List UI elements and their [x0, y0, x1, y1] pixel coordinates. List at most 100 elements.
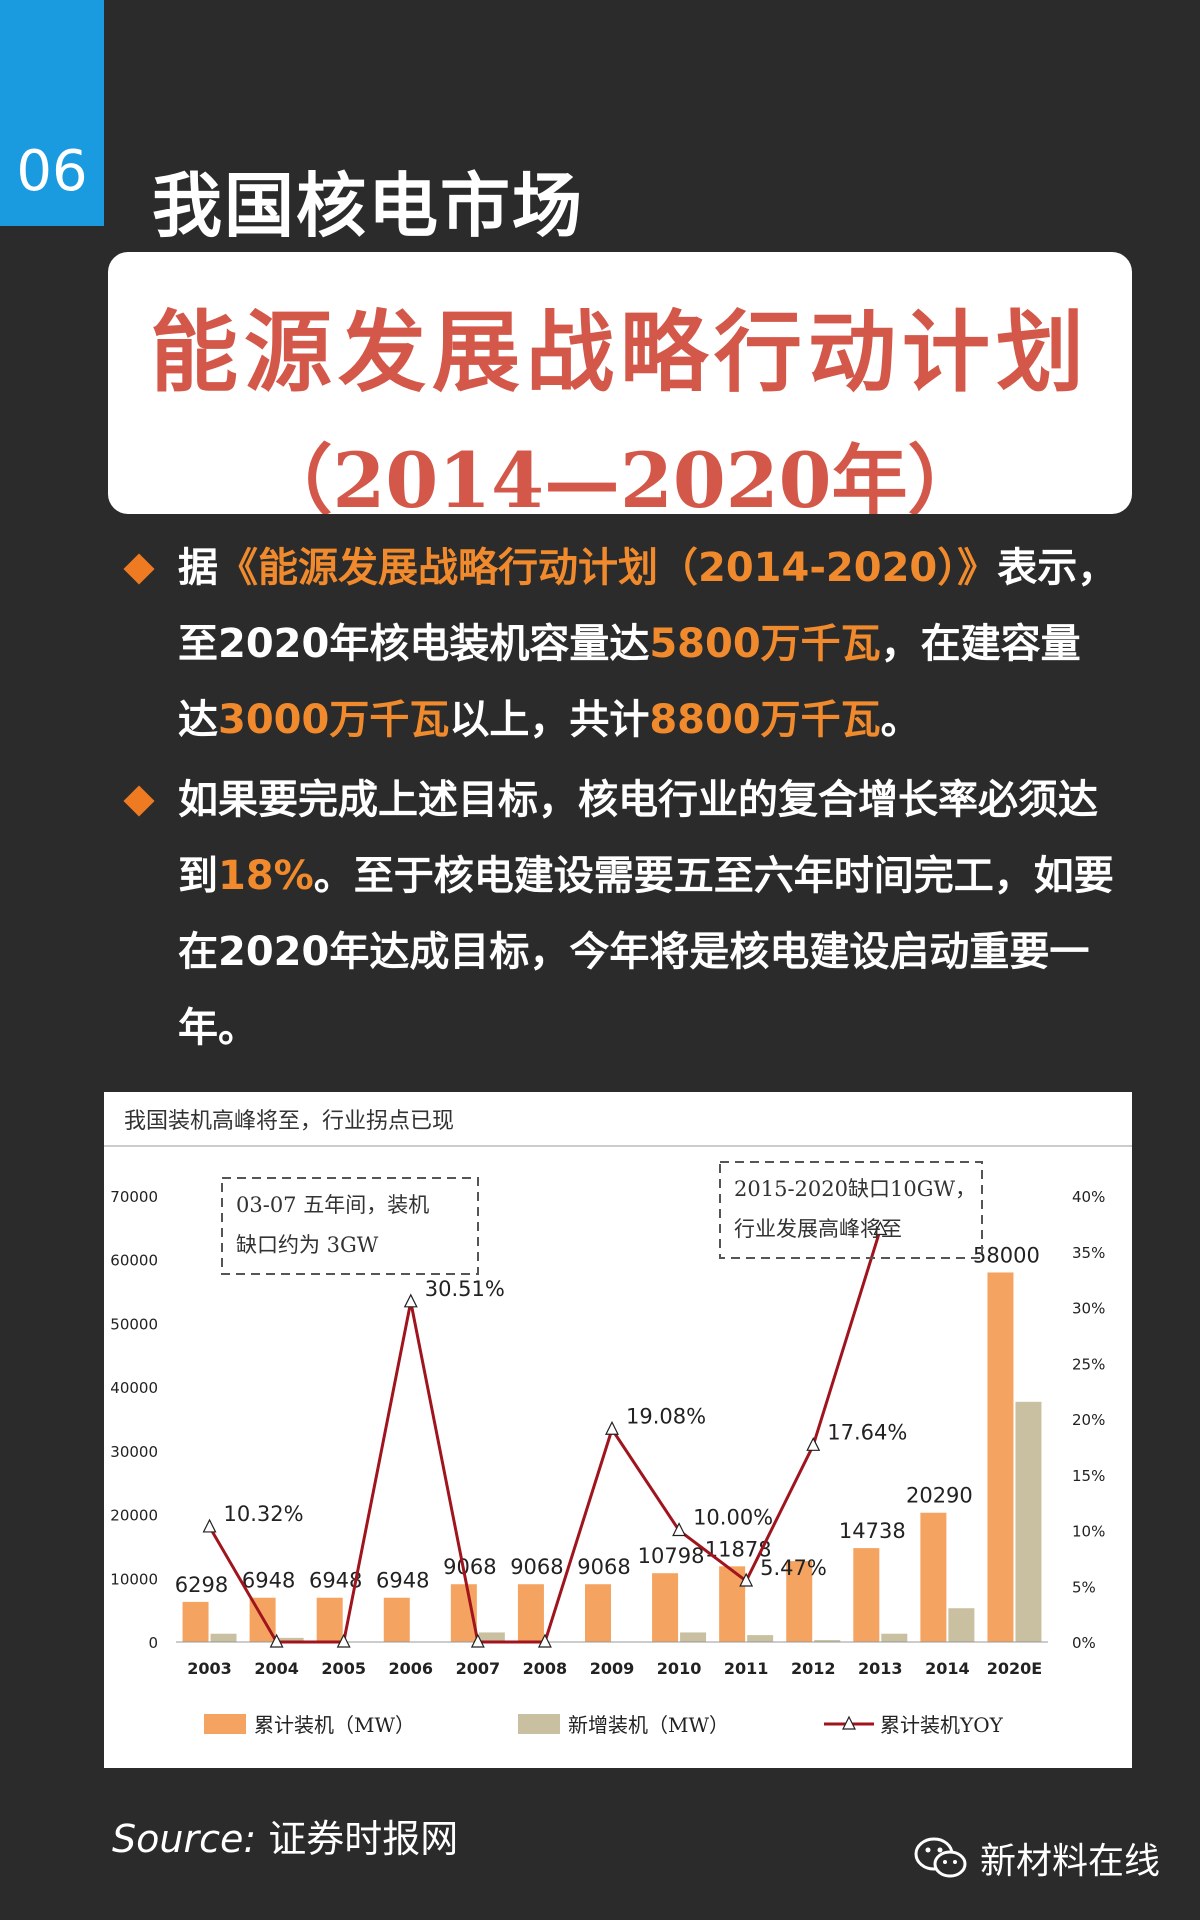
annotation-text: 03-07 五年间，装机 [236, 1193, 429, 1217]
annotation-box [719, 1161, 983, 1259]
brand-name: 新材料在线 [979, 1841, 1160, 1882]
bar-new [747, 1635, 774, 1642]
y-left-tick-label: 10000 [110, 1570, 158, 1588]
annotation-text: 2015-2020缺口10GW， [734, 1177, 976, 1201]
bar-cumulative [987, 1272, 1014, 1642]
legend-label-cumulative: 累计装机（MW） [254, 1713, 415, 1737]
x-tick-label: 2009 [590, 1659, 635, 1678]
annotation-text: 行业发展高峰将至 [734, 1217, 902, 1241]
highlight-text: 3000万千瓦 [218, 697, 450, 743]
bullet-segment: 据 [178, 545, 218, 591]
y-right-tick-label: 5% [1072, 1578, 1096, 1596]
bar-value-label: 6948 [242, 1569, 295, 1593]
y-left-tick-label: 20000 [110, 1507, 158, 1525]
bar-cumulative [652, 1573, 679, 1642]
bar-value-label: 58000 [973, 1243, 1040, 1267]
y-left-tick-label: 60000 [110, 1252, 158, 1270]
bullet-list: 据《能源发展战略行动计划（2014-2020）》表示，至2020年核电装机容量达… [120, 530, 1120, 1070]
yoy-value-label: 17.64% [827, 1420, 907, 1444]
bar-value-label: 9068 [510, 1555, 563, 1579]
yoy-value-label: 30.51% [425, 1277, 505, 1301]
bar-value-label: 9068 [577, 1555, 630, 1579]
bullet-segment: 如果要完成上述目标，核电行业的复合增长率必须达到 [178, 777, 1098, 899]
bar-cumulative [719, 1566, 746, 1642]
bar-value-label: 20290 [906, 1484, 973, 1508]
x-tick-label: 2006 [389, 1659, 434, 1678]
bullet-segment: 以上，共计 [449, 697, 650, 743]
legend-swatch-cumulative [204, 1714, 246, 1734]
source-line: Source: 证券时报网 [112, 1808, 458, 1863]
source-value: 证券时报网 [256, 1817, 459, 1861]
yoy-value-label: 19.08% [626, 1404, 706, 1428]
yoy-value-label: 10.32% [224, 1502, 304, 1526]
bar-value-label: 6298 [175, 1573, 228, 1597]
bar-cumulative [517, 1584, 544, 1642]
yoy-value-label: 10.00% [693, 1506, 773, 1530]
bar-cumulative [786, 1561, 813, 1642]
bar-value-label: 9068 [443, 1555, 496, 1579]
y-right-tick-label: 15% [1072, 1467, 1105, 1485]
bullet-segment: 表示，至2020年核电装机容量达 [178, 545, 1118, 667]
bar-cumulative [585, 1584, 611, 1642]
y-right-tick-label: 25% [1072, 1355, 1105, 1373]
x-tick-label: 2014 [925, 1659, 970, 1678]
bullet-segment: 。至于核电建设需要五至六年时间完工，如要在2020年达成目标，今年将是核电建设启… [178, 853, 1114, 1051]
legend-label-yoy: 累计装机YOY [880, 1713, 1004, 1737]
yoy-point [873, 1221, 888, 1236]
bar-value-label: 10798 [638, 1544, 705, 1568]
bar-value-label: 14738 [839, 1519, 906, 1543]
bullet-segment: 。 [880, 697, 921, 743]
source-label: Source: [112, 1817, 257, 1861]
chart-title: 我国装机高峰将至，行业拐点已现 [124, 1109, 454, 1134]
bar-cumulative [383, 1597, 410, 1642]
x-tick-label: 2013 [858, 1659, 903, 1678]
highlight-text: 18% [218, 853, 314, 899]
yoy-point [672, 1522, 687, 1537]
bar-cumulative [182, 1601, 209, 1642]
yoy-point [537, 1633, 552, 1648]
yoy-point [202, 1518, 217, 1533]
yoy-point [336, 1633, 351, 1648]
legend-swatch-new [518, 1714, 560, 1734]
y-right-tick-label: 0% [1072, 1634, 1096, 1652]
x-tick-label: 2008 [523, 1659, 568, 1678]
x-tick-label: 2020E [987, 1659, 1042, 1678]
bar-new [680, 1632, 707, 1642]
annotation-box [221, 1177, 479, 1275]
y-left-tick-label: 0 [148, 1634, 158, 1652]
chart-panel: 我国装机高峰将至，行业拐点已现 0 10000 20000 30000 40000 5000… [104, 1092, 1132, 1768]
section-number: 06 [16, 139, 88, 204]
highlight-text: 8800万千瓦 [649, 697, 881, 743]
legend-marker-yoy [842, 1715, 856, 1730]
annotation-text: 缺口约为 3GW [236, 1233, 379, 1257]
yoy-point [806, 1436, 821, 1451]
yoy-value-label: 5.47% [760, 1556, 827, 1580]
y-right-tick-label: 40% [1072, 1188, 1105, 1206]
x-tick-label: 2012 [791, 1659, 836, 1678]
x-tick-label: 2003 [187, 1659, 232, 1678]
bar-new [948, 1608, 975, 1642]
x-tick-label: 2007 [456, 1659, 501, 1678]
bar-new [1015, 1401, 1042, 1642]
banner-line-2: （2014—2020年） [256, 436, 984, 514]
bullet-text-1: 据《能源发展战略行动计划（2014-2020）》表示，至2020年核电装机容量达… [178, 545, 1117, 743]
x-tick-label: 2004 [254, 1659, 299, 1678]
x-tick-label: 2011 [724, 1659, 769, 1678]
bar-cumulative [316, 1597, 343, 1642]
plan-title-banner: 能源发展战略行动计划 （2014—2020年） [108, 252, 1132, 514]
wechat-icon [914, 1837, 967, 1878]
y-left-tick-label: 40000 [110, 1379, 158, 1397]
y-left-tick-label: 50000 [110, 1315, 158, 1333]
yoy-point [739, 1572, 754, 1587]
bar-new [277, 1637, 304, 1642]
yoy-point [269, 1633, 284, 1648]
diamond-bullet-icon [123, 785, 155, 817]
yoy-point [605, 1420, 619, 1435]
bar-new [881, 1633, 908, 1642]
banner-line-1: 能源发展战略行动计划 [149, 300, 1090, 404]
bar-cumulative [920, 1512, 947, 1642]
y-right-tick-label: 35% [1072, 1244, 1105, 1262]
y-left-tick-label: 30000 [110, 1443, 158, 1461]
y-right-tick-label: 10% [1072, 1523, 1105, 1541]
bar-cumulative [853, 1548, 880, 1642]
